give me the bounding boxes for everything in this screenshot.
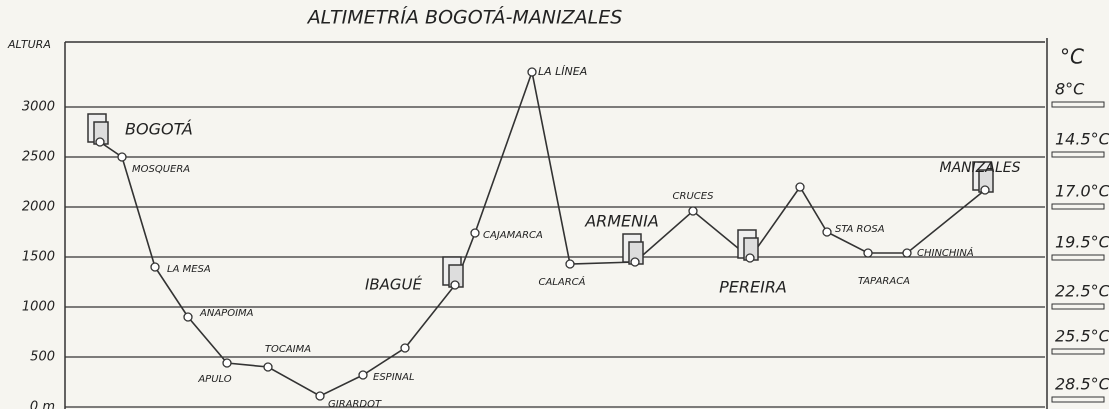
stop-marker [565,259,575,269]
temperature-bar [1051,303,1105,310]
y-tick-label: 0 m [30,400,55,409]
stop-marker [358,370,368,380]
stop-label: MANIZALES [940,160,1021,176]
stop-marker [863,248,873,258]
stop-marker [183,312,193,322]
y-tick-label: 2500 [22,150,55,165]
stop-marker [822,227,832,237]
stop-label: IBAGUÉ [365,275,423,294]
stop-marker [745,253,755,263]
stop-label: STA ROSA [835,224,885,235]
stop-marker [400,343,410,353]
temperature-label: 19.5°C [1055,233,1109,252]
stop-marker [795,182,805,192]
stop-label: ARMENIA [584,212,659,231]
stop-marker [688,206,698,216]
stop-label: ESPINAL [373,372,415,383]
stop-label: MOSQUERA [132,164,190,175]
stop-label: CRUCES [673,191,715,202]
stop-marker [222,358,232,368]
temperature-label: 17.0°C [1055,182,1109,201]
stop-label: CAJAMARCA [483,230,543,241]
temperature-bar [1051,203,1105,210]
y-tick-label: 1000 [22,300,55,315]
temperature-label: 25.5°C [1055,327,1109,346]
temperature-header: °C [1060,45,1084,69]
stop-marker [95,137,105,147]
stop-label: APULO [197,374,231,385]
stop-label: TOCAIMA [265,344,311,355]
temperature-bar [1051,348,1105,355]
y-tick-label: 1500 [22,250,55,265]
stop-marker [263,362,273,372]
stop-label: ANAPOIMA [199,308,254,319]
stop-label: TAPARACA [858,276,910,287]
stop-label: GIRARDOT [328,399,382,409]
stop-marker [527,67,537,77]
stop-label: CHINCHINÁ [917,246,974,259]
stop-marker [117,152,127,162]
stop-label: BOGOTÁ [125,120,193,139]
temperature-bar [1051,101,1105,108]
y-tick-label: 2000 [22,200,55,215]
temperature-bar [1051,396,1105,403]
stop-marker [150,262,160,272]
y-tick-label: 500 [30,350,55,365]
stop-marker [470,228,480,238]
temperature-label: 28.5°C [1055,375,1109,394]
stop-label: PEREIRA [719,278,787,297]
stop-marker [315,391,325,401]
temperature-label: 8°C [1055,80,1085,99]
chart-title: ALTIMETRÍA BOGOTÁ-MANIZALES [306,6,623,29]
y-tick-label: 3000 [22,100,55,115]
stop-label: LA MESA [167,264,211,275]
stop-marker [630,257,640,267]
stop-marker [450,280,460,290]
temperature-label: 14.5°C [1055,130,1109,149]
stop-label: CALARCÁ [538,275,585,288]
y-axis-label: ALTURA [7,38,51,51]
temperature-bar [1051,151,1105,158]
stop-label: LA LÍNEA [538,65,587,78]
temperature-label: 22.5°C [1055,282,1109,301]
stop-marker [902,248,912,258]
stop-marker [980,185,990,195]
temperature-bar [1051,254,1105,261]
